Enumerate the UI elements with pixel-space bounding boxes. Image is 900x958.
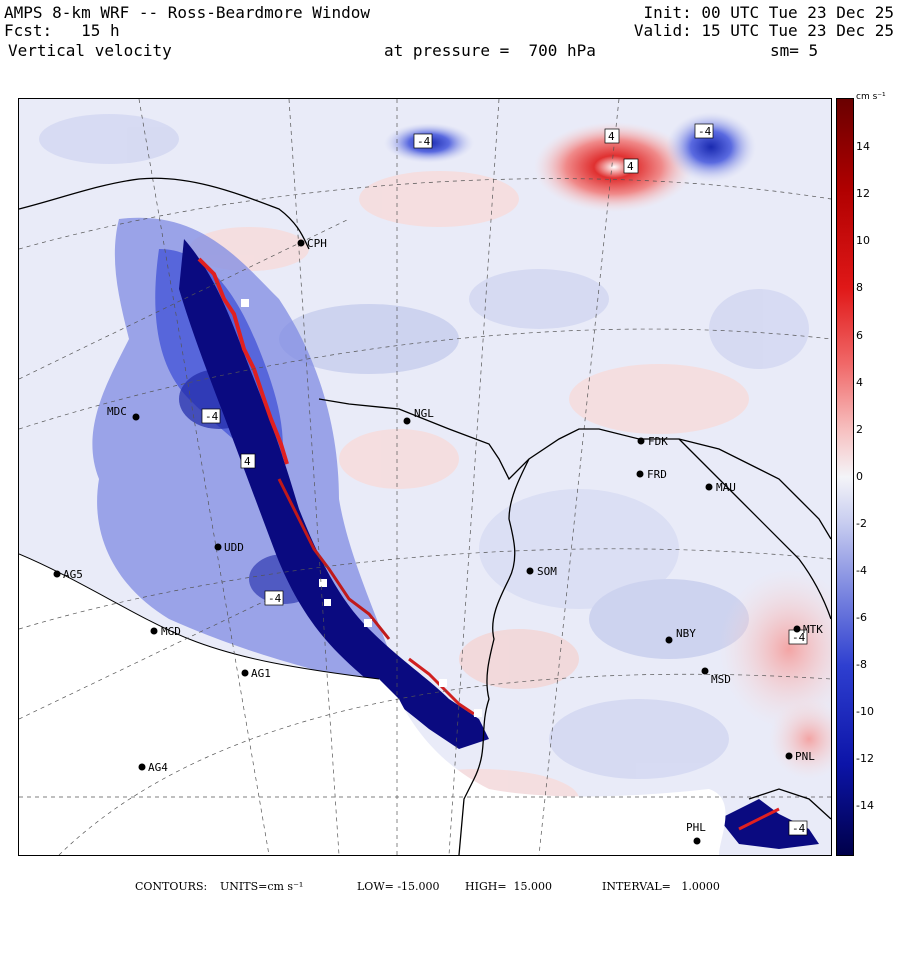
svg-text:4: 4 bbox=[244, 455, 251, 468]
svg-text:MTK: MTK bbox=[803, 623, 823, 636]
colorbar-tick: 10 bbox=[856, 234, 870, 247]
footer-contours-label: CONTOURS: bbox=[135, 880, 208, 893]
station-fdk[interactable]: FDK bbox=[637, 435, 669, 448]
station-ag1[interactable]: AG1 bbox=[241, 667, 271, 680]
contour-label: -4 bbox=[694, 123, 714, 139]
svg-text:AG1: AG1 bbox=[251, 667, 271, 680]
station-udd[interactable]: UDD bbox=[214, 541, 244, 554]
svg-text:-4: -4 bbox=[792, 822, 806, 835]
init-time: Init: 00 UTC Tue 23 Dec 25 bbox=[643, 3, 894, 22]
station-mtk[interactable]: MTK bbox=[793, 623, 824, 636]
station-mgd[interactable]: MGD bbox=[150, 625, 181, 638]
svg-text:PHL: PHL bbox=[686, 821, 706, 834]
station-som[interactable]: SOM bbox=[526, 565, 558, 578]
svg-text:PNL: PNL bbox=[795, 750, 815, 763]
pressure-level: at pressure = 700 hPa bbox=[384, 41, 596, 60]
valid-time: Valid: 15 UTC Tue 23 Dec 25 bbox=[633, 21, 894, 40]
colorbar-tick: 12 bbox=[856, 187, 870, 200]
graticule bbox=[19, 99, 831, 855]
contour-labels: -4 4 -4 4 -4 -4 4 -4 -4 bbox=[201, 123, 808, 836]
upward-motion-cell bbox=[534, 122, 694, 212]
field-name: Vertical velocity bbox=[8, 41, 172, 60]
svg-text:4: 4 bbox=[608, 130, 615, 143]
smoothing-value: sm= 5 bbox=[770, 41, 819, 60]
downward-motion-cell bbox=[666, 112, 756, 182]
colorbar-tick: -14 bbox=[856, 799, 874, 812]
contour-label: -4 bbox=[413, 133, 433, 149]
svg-text:AG5: AG5 bbox=[63, 568, 83, 581]
colorbar-tick: -6 bbox=[856, 611, 867, 624]
coastline bbox=[19, 177, 831, 855]
station-pnl[interactable]: PNL bbox=[785, 750, 816, 763]
colorbar bbox=[836, 98, 854, 856]
station-nby[interactable]: NBY bbox=[665, 627, 697, 644]
colorbar-tick: 4 bbox=[856, 376, 863, 389]
footer-units: UNITS=cm s⁻¹ bbox=[220, 880, 304, 893]
colorbar-unit: cm s⁻¹ bbox=[856, 92, 886, 102]
svg-text:CPH: CPH bbox=[307, 237, 327, 250]
svg-text:4: 4 bbox=[627, 160, 634, 173]
station-phl[interactable]: PHL bbox=[686, 821, 706, 845]
contour-label: -4 bbox=[264, 590, 284, 606]
forecast-hour: Fcst: 15 h bbox=[4, 21, 120, 40]
svg-text:MGD: MGD bbox=[161, 625, 181, 638]
svg-text:NBY: NBY bbox=[676, 627, 696, 640]
svg-text:MAU: MAU bbox=[716, 481, 736, 494]
svg-text:NGL: NGL bbox=[414, 407, 434, 420]
colorbar-tick: 14 bbox=[856, 140, 870, 153]
footer: CONTOURS: UNITS=cm s⁻¹ LOW= -15.000 HIGH… bbox=[0, 880, 900, 958]
colorbar-tick: 6 bbox=[856, 329, 863, 342]
station-mau[interactable]: MAU bbox=[705, 481, 736, 494]
station-ngl[interactable]: NGL bbox=[403, 407, 435, 425]
colorbar-tick: -4 bbox=[856, 564, 867, 577]
svg-text:-4: -4 bbox=[417, 135, 431, 148]
footer-interval: INTERVAL= 1.0000 bbox=[602, 880, 720, 893]
colorbar-tick: -2 bbox=[856, 517, 867, 530]
svg-text:FRD: FRD bbox=[647, 468, 667, 481]
contour-label: -4 bbox=[201, 408, 221, 424]
colorbar-tick: 2 bbox=[856, 423, 863, 436]
footer-low: LOW= -15.000 bbox=[357, 880, 440, 893]
svg-text:-4: -4 bbox=[205, 410, 219, 423]
svg-text:MDC: MDC bbox=[107, 405, 127, 418]
station-mdc[interactable]: MDC bbox=[107, 405, 140, 421]
svg-text:-4: -4 bbox=[698, 125, 712, 138]
map-title: AMPS 8-km WRF -- Ross-Beardmore Window bbox=[4, 3, 371, 22]
contour-label: 4 bbox=[623, 158, 639, 174]
stations: CPH NGL MDC FDK FRD MAU AG5 UDD SOM MGD … bbox=[53, 237, 824, 845]
svg-text:-4: -4 bbox=[268, 592, 282, 605]
colorbar-tick: 0 bbox=[856, 470, 863, 483]
contour-label: -4 bbox=[788, 629, 808, 645]
svg-text:UDD: UDD bbox=[224, 541, 244, 554]
contour-label: 4 bbox=[604, 128, 620, 144]
colorbar-tick: -8 bbox=[856, 658, 867, 671]
mountain-wave-band bbox=[179, 239, 819, 849]
upward-motion-area bbox=[769, 699, 831, 779]
svg-text:SOM: SOM bbox=[537, 565, 557, 578]
colorbar-tick: -12 bbox=[856, 752, 874, 765]
footer-high: HIGH= 15.000 bbox=[465, 880, 553, 893]
station-frd[interactable]: FRD bbox=[636, 468, 667, 481]
station-msd[interactable]: MSD bbox=[701, 667, 731, 687]
svg-text:AG4: AG4 bbox=[148, 761, 168, 774]
map-panel: -4 4 -4 4 -4 -4 4 -4 -4 CPH NGL MDC FDK … bbox=[18, 98, 832, 856]
station-ag5[interactable]: AG5 bbox=[53, 568, 83, 581]
station-cph[interactable]: CPH bbox=[297, 237, 327, 250]
colorbar-tick: -10 bbox=[856, 705, 874, 718]
contour-label: -4 bbox=[788, 820, 808, 836]
svg-text:FDK: FDK bbox=[648, 435, 668, 448]
svg-text:MSD: MSD bbox=[711, 673, 731, 686]
contour-label: 4 bbox=[240, 453, 256, 469]
vertical-velocity-map: -4 4 -4 4 -4 -4 4 -4 -4 CPH NGL MDC FDK … bbox=[19, 99, 831, 855]
colorbar-tick: 8 bbox=[856, 281, 863, 294]
upward-motion-area bbox=[719, 569, 831, 729]
station-ag4[interactable]: AG4 bbox=[138, 761, 169, 774]
svg-text:-4: -4 bbox=[792, 631, 806, 644]
colorbar-gradient bbox=[837, 99, 853, 855]
